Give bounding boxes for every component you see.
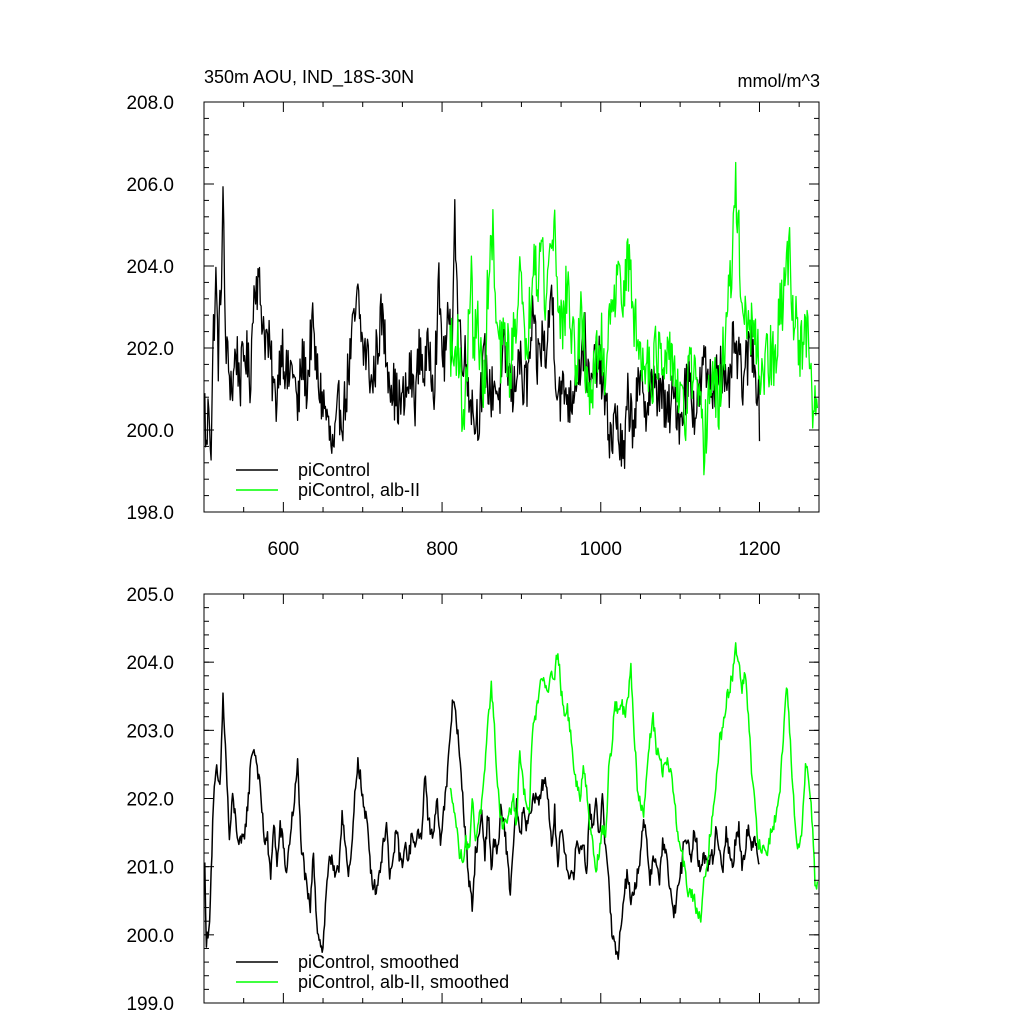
- top-ytick-label: 200.0: [126, 421, 174, 442]
- bottom-legend: piControl, smoothed piControl, alb-II, s…: [236, 952, 509, 992]
- top-ytick-label: 206.0: [126, 175, 174, 196]
- bottom-ytick-label: 201.0: [126, 858, 174, 879]
- top-plot-frame: [203, 101, 820, 513]
- top-ytick-label: 198.0: [126, 503, 174, 524]
- bottom-legend-label-alb-ii-smoothed: piControl, alb-II, smoothed: [298, 972, 509, 992]
- bottom-ytick-label: 203.0: [126, 721, 174, 742]
- bottom-series-group: [204, 642, 819, 960]
- bottom-panel: 199.0 200.0 201.0 202.0 203.0 204.0 205.0 piCo…: [126, 585, 820, 1015]
- bottom-ytick-label: 199.0: [126, 994, 174, 1015]
- bottom-plot-frame: [203, 593, 820, 1004]
- top-axes-ticks: 198.0 200.0 202.0 204.0 206.0 208.0 600 800 1000…: [126, 93, 819, 560]
- bottom-axes-ticks: 199.0 200.0 201.0 202.0 203.0 204.0 205.0: [126, 585, 819, 1015]
- top-xtick-label: 1000: [580, 539, 622, 560]
- top-xtick-label: 800: [426, 539, 458, 560]
- bottom-ytick-label: 202.0: [126, 790, 174, 811]
- bottom-series-picontrol-smoothed: [204, 692, 760, 960]
- top-title-units: mmol/m^3: [738, 71, 820, 91]
- top-xtick-label: 600: [268, 539, 300, 560]
- bottom-ytick-label: 205.0: [126, 585, 174, 606]
- top-ytick-label: 208.0: [126, 93, 174, 114]
- top-legend-label-picontrol: piControl: [298, 460, 370, 480]
- top-series-picontrol-alb-ii: [449, 161, 819, 476]
- bottom-ytick-label: 204.0: [126, 653, 174, 674]
- top-series-picontrol: [204, 186, 761, 470]
- top-series-group: [204, 161, 819, 476]
- bottom-legend-label-smoothed: piControl, smoothed: [298, 952, 459, 972]
- top-xtick-label: 1200: [738, 539, 780, 560]
- bottom-series-picontrol-alb-ii-smoothed: [449, 642, 819, 923]
- top-panel: 350m AOU, IND_18S-30N mmol/m^3 198.0 200.…: [126, 67, 820, 560]
- top-title-left: 350m AOU, IND_18S-30N: [204, 67, 414, 88]
- bottom-ytick-label: 200.0: [126, 926, 174, 947]
- top-ytick-label: 204.0: [126, 257, 174, 278]
- top-legend-label-alb-ii: piControl, alb-II: [298, 480, 420, 500]
- top-ytick-label: 202.0: [126, 339, 174, 360]
- top-legend: piControl piControl, alb-II: [236, 460, 420, 500]
